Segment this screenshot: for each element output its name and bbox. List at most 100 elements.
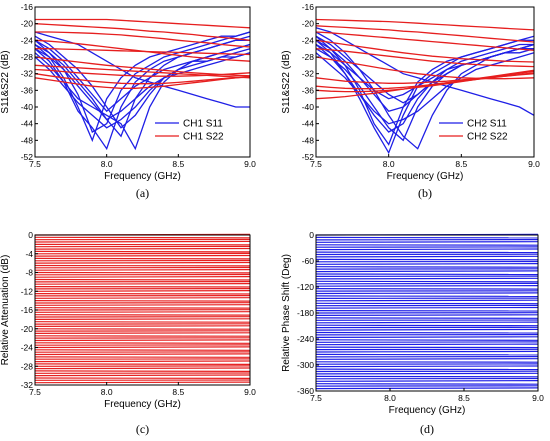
state-curve-49 (315, 350, 539, 353)
state-curve-31 (315, 306, 539, 309)
state-curve-19 (315, 277, 539, 280)
state-curve-50 (34, 349, 251, 351)
x-tick-label: 7.5 (310, 393, 322, 403)
series-ch1-s11-curve-2 (34, 31, 251, 143)
y-axis-label: S11&S22 (dB) (281, 50, 292, 113)
state-curve-55 (34, 360, 251, 363)
legend-label: CH2 S22 (467, 132, 508, 143)
state-curve-61 (34, 374, 251, 377)
series-ch2-s11-curve-3 (315, 43, 534, 133)
series-ch2-s22-curve-4 (315, 39, 535, 63)
y-tick-label: -60 (302, 256, 315, 266)
state-curve-46 (315, 343, 539, 346)
state-curve-2 (34, 236, 251, 239)
state-curve-4 (34, 240, 251, 243)
series-ch2-s22-curve-1 (315, 18, 535, 31)
state-curve-8 (34, 250, 251, 253)
y-tick-label: 0 (28, 230, 33, 240)
state-curve-49 (34, 346, 251, 349)
y-tick-label: -32 (21, 69, 34, 79)
y-tick-label: -16 (21, 2, 34, 12)
x-tick-label: 9.0 (532, 393, 544, 403)
state-curve-13 (34, 261, 251, 264)
y-tick-label: -44 (302, 119, 315, 129)
state-curve-11 (34, 257, 251, 260)
state-curve-17 (315, 273, 539, 276)
y-axis-label: Relative Phase Shift (Deg) (281, 254, 292, 372)
state-curve-59 (34, 370, 251, 372)
y-tick-label: -28 (21, 52, 34, 62)
series-ch2-s22-curve-5 (315, 48, 535, 68)
panel-caption: (c) (136, 422, 149, 436)
x-axis-label: Frequency (GHz) (104, 399, 181, 410)
state-curve-20 (34, 278, 251, 281)
legend-label: CH1 S22 (183, 132, 224, 143)
x-tick-label: 7.5 (29, 159, 41, 169)
state-curve-64 (34, 381, 251, 384)
x-tick-label: 8.5 (455, 159, 467, 169)
series-ch1-s22-curve-5 (35, 48, 251, 56)
y-tick-label: -40 (302, 102, 315, 112)
y-tick-label: -12 (21, 286, 34, 296)
state-curve-40 (315, 328, 539, 331)
state-curve-31 (34, 304, 251, 306)
y-tick-label: -360 (297, 386, 314, 396)
y-tick-label: -24 (21, 343, 34, 353)
x-tick-label: 7.5 (29, 387, 41, 397)
x-tick-label: 8.5 (172, 159, 184, 169)
series-ch1-s22-curve-9 (34, 73, 251, 85)
series-ch1-s22-curve-7 (34, 64, 251, 79)
y-tick-label: -28 (302, 52, 315, 62)
y-tick-label: -32 (302, 69, 315, 79)
state-curve-28 (315, 299, 539, 302)
y-tick-label: -120 (297, 282, 314, 292)
x-tick-label: 8.5 (458, 393, 470, 403)
y-tick-label: -24 (21, 35, 34, 45)
state-curve-37 (34, 318, 251, 320)
x-axis-label: Frequency (GHz) (104, 171, 181, 182)
y-axis-label: Relative Attenuation (dB) (0, 255, 11, 366)
state-curve-46 (34, 339, 251, 342)
y-tick-label: -20 (302, 19, 315, 29)
state-curve-7 (315, 248, 539, 251)
state-curve-10 (315, 255, 539, 258)
state-curve-22 (34, 283, 251, 285)
series-ch2-s11-curve-9 (315, 27, 535, 116)
state-curve-16 (34, 269, 251, 271)
panel-caption: (b) (418, 186, 432, 200)
state-curve-58 (34, 367, 251, 370)
x-tick-label: 8.0 (383, 159, 395, 169)
state-curve-7 (34, 247, 251, 250)
state-curve-37 (315, 321, 539, 324)
state-curve-19 (34, 276, 251, 278)
state-curve-43 (34, 332, 251, 334)
state-curve-47 (315, 346, 539, 349)
y-tick-label: -48 (21, 135, 34, 145)
state-curve-16 (315, 270, 539, 273)
series-ch1-s22-curve-10 (34, 75, 251, 89)
series-ch2-s11-curve-6 (315, 52, 535, 125)
x-tick-label: 8.0 (384, 393, 396, 403)
y-tick-label: -20 (21, 324, 34, 334)
y-tick-label: -28 (21, 361, 34, 371)
state-curve-61 (315, 380, 539, 382)
y-tick-label: -52 (21, 152, 34, 162)
state-curve-56 (34, 363, 251, 365)
state-curve-52 (315, 358, 539, 360)
x-tick-label: 8.0 (101, 387, 113, 397)
y-tick-label: -40 (21, 102, 34, 112)
chart-panel-b: -16 -20 -24 -28 -32 -36 -40 -44 -48 -527.5 8.0 8.5 9… (281, 2, 540, 200)
state-curve-20 (315, 280, 539, 283)
series-ch2-s22-curve-6 (315, 56, 535, 80)
series-ch1-s22-curve-6 (34, 56, 251, 77)
series-ch1-s22-curve-1 (35, 18, 251, 29)
x-tick-label: 9.0 (244, 159, 256, 169)
series-ch1-s11-curve-8 (34, 48, 251, 121)
series-ch1-s11-curve-1 (34, 31, 251, 133)
series-ch1-s22-curve-8 (34, 68, 251, 77)
state-curve-43 (315, 336, 539, 338)
y-tick-label: -20 (21, 19, 34, 29)
legend-label: CH2 S11 (467, 119, 507, 130)
state-curve-64 (315, 387, 539, 390)
state-curve-34 (34, 311, 251, 313)
